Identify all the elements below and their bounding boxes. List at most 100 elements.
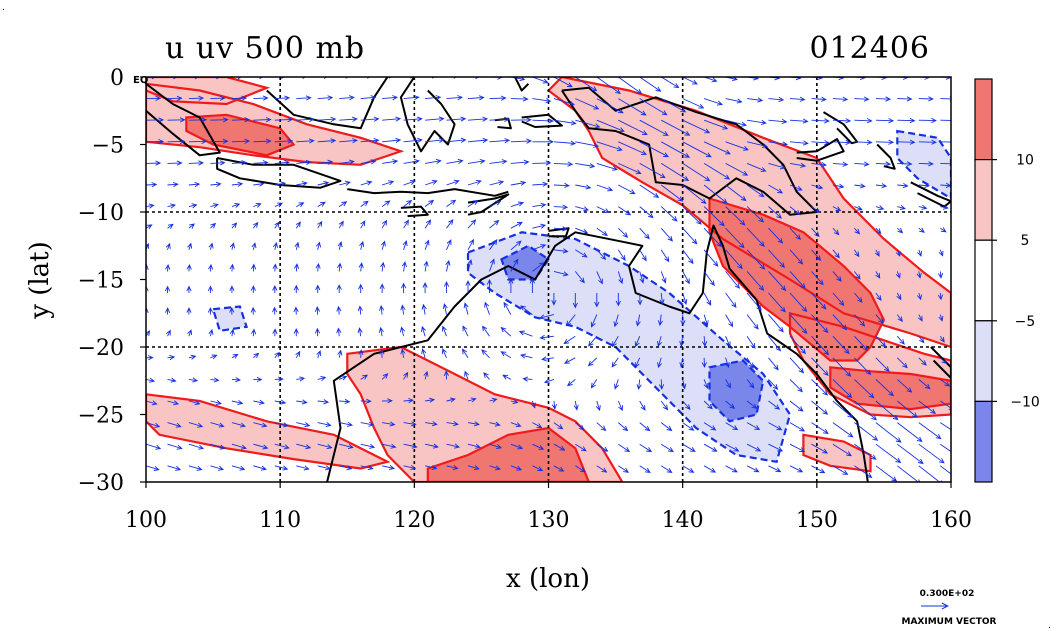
wind-vector (532, 244, 547, 251)
wind-vector (660, 141, 691, 158)
wind-vector (188, 181, 201, 188)
wind-vector (188, 95, 205, 101)
wind-vector (553, 98, 575, 106)
wind-vector (483, 372, 490, 380)
colorbar-label: −10 (1010, 394, 1040, 410)
wind-vector (614, 379, 619, 390)
wind-vector (210, 400, 223, 406)
wind-vector (207, 285, 214, 294)
svg-text:.: . (2, 3, 5, 13)
wind-vector (210, 77, 221, 80)
wind-vector (518, 330, 533, 337)
wind-vector (875, 379, 894, 397)
wind-vector (897, 117, 916, 124)
wind-vector (296, 465, 310, 471)
wind-vector (746, 184, 765, 198)
wind-vector (489, 397, 498, 403)
x-tick-label: 150 (796, 508, 838, 533)
wind-vector (272, 263, 278, 272)
wind-vector (918, 139, 937, 145)
wind-vector (486, 278, 493, 293)
wind-vector (231, 77, 242, 80)
wind-vector (165, 263, 171, 272)
wind-vector (339, 116, 358, 122)
y-tick-label: −5 (92, 134, 124, 159)
wind-vector (897, 400, 918, 418)
wind-vector (167, 95, 183, 101)
wind-vector (918, 335, 925, 344)
wind-vector (500, 351, 512, 359)
wind-vector (446, 179, 460, 186)
wind-vector (146, 443, 162, 450)
wind-vector (916, 271, 922, 279)
wind-vector (725, 249, 743, 270)
wind-vector (875, 271, 881, 279)
wind-vector (575, 206, 590, 212)
wind-vector (811, 465, 826, 474)
wind-vector (317, 443, 333, 450)
wind-vector (553, 77, 573, 88)
wind-vector (811, 357, 829, 377)
wind-vector (231, 181, 244, 187)
wind-vector (746, 443, 762, 452)
chart-title: u uv 500 mb (165, 31, 365, 66)
wind-vector (588, 335, 598, 347)
wind-vector (443, 281, 450, 293)
wind-vector (595, 400, 601, 412)
wind-vector (703, 422, 717, 431)
wind-vector (296, 422, 311, 428)
wind-vector (875, 227, 882, 234)
wind-vector (596, 422, 607, 432)
wind-vector (403, 116, 423, 122)
wind-vector (565, 314, 576, 327)
wind-vector (897, 139, 916, 145)
wind-vector (253, 399, 265, 405)
contour-line-pos-w-aus (346, 345, 624, 482)
wind-vector (918, 161, 934, 167)
wind-vector (274, 221, 280, 229)
contour-fill-neg-ne (897, 131, 951, 199)
wind-vector (639, 141, 670, 158)
wind-vector (897, 379, 913, 393)
wind-vector (382, 159, 399, 165)
wind-vector (768, 162, 786, 170)
wind-vector (253, 160, 269, 166)
wind-vector (639, 422, 651, 432)
wind-vector (618, 443, 631, 453)
wind-vector (360, 116, 380, 122)
wind-vector (918, 117, 937, 124)
wind-vector (314, 327, 321, 337)
wind-vector (510, 159, 530, 165)
wind-vector (296, 138, 315, 144)
wind-vector (510, 443, 524, 450)
wind-vector (146, 203, 155, 209)
wind-vector (553, 119, 577, 126)
wind-vector (381, 373, 389, 380)
wind-vector (253, 443, 269, 450)
wind-vector (314, 306, 321, 315)
wind-vector (274, 202, 284, 208)
wind-vector (167, 181, 179, 188)
wind-vector (682, 141, 712, 158)
wind-vector (832, 314, 848, 331)
wind-vector (489, 138, 511, 144)
wind-vector (575, 141, 600, 148)
wind-vector (187, 329, 193, 337)
wind-vector (617, 400, 623, 412)
wind-vector (811, 443, 829, 454)
wind-vector (854, 118, 873, 124)
wind-vector (489, 180, 505, 186)
wind-vector (657, 357, 663, 369)
wind-vector (854, 379, 875, 399)
wind-vector (187, 242, 193, 250)
wind-vector (358, 283, 364, 293)
colorbar-label: −5 (1015, 314, 1036, 330)
wind-vector (508, 277, 514, 293)
wind-vector (918, 227, 925, 233)
wind-vector (188, 443, 205, 450)
wind-vector (250, 285, 256, 294)
wind-vector (811, 140, 830, 146)
wind-vector (811, 184, 824, 190)
wind-vector (660, 400, 669, 411)
wind-vector (746, 206, 765, 223)
